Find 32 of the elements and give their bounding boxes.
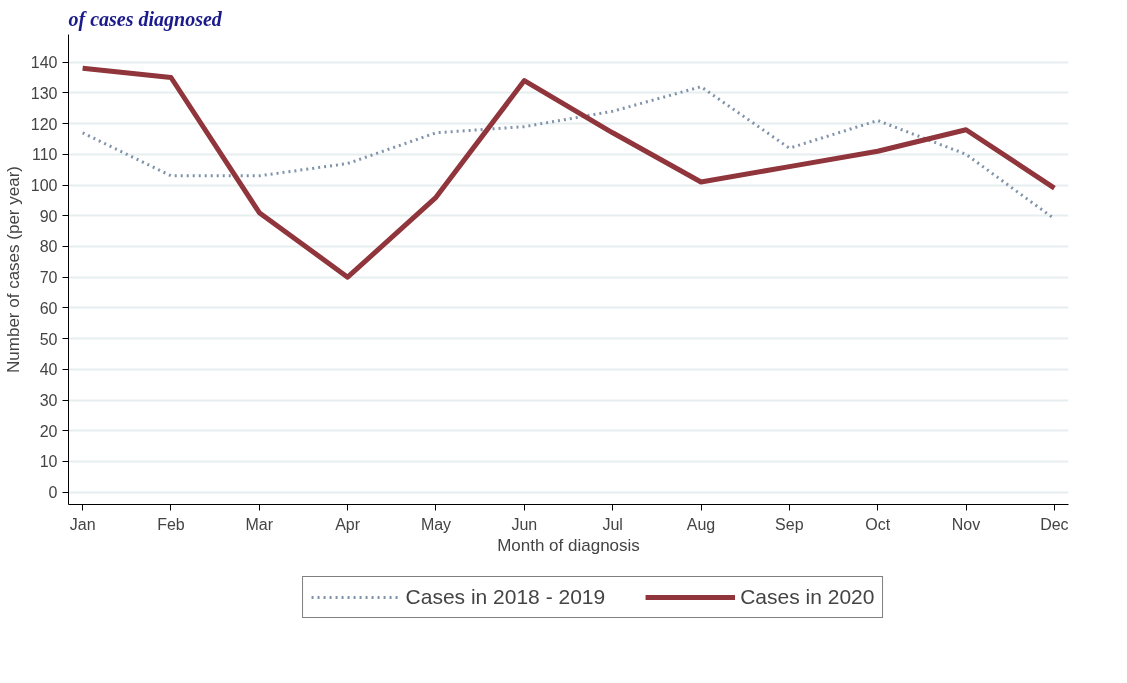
y-tick-label: 60 xyxy=(39,299,58,317)
chart-title: of cases diagnosed xyxy=(68,7,223,31)
y-tick-label: 0 xyxy=(48,484,58,502)
x-tick-label: Apr xyxy=(335,515,361,533)
x-tick-label: Jun xyxy=(511,515,538,533)
y-tick-label: 80 xyxy=(39,238,58,256)
x-tick-label: Nov xyxy=(951,515,981,533)
x-tick-label: Oct xyxy=(865,515,891,533)
x-tick-label: May xyxy=(420,515,452,533)
x-tick-label: Dec xyxy=(1040,515,1069,533)
y-tick-label: 130 xyxy=(30,84,58,102)
x-tick-label: Jul xyxy=(602,515,623,533)
y-tick-label: 110 xyxy=(31,146,58,164)
x-tick-label: Aug xyxy=(686,515,716,533)
legend-label: Cases in 2020 xyxy=(740,585,875,609)
x-tick-label: Mar xyxy=(245,515,274,533)
y-tick-label: 140 xyxy=(30,54,58,72)
x-axis-title: Month of diagnosis xyxy=(497,535,640,555)
y-tick-label: 100 xyxy=(30,177,58,195)
y-tick-label: 40 xyxy=(39,361,58,379)
y-tick-label: 70 xyxy=(39,269,58,287)
legend-label: Cases in 2018 - 2019 xyxy=(405,585,606,609)
y-tick-label: 90 xyxy=(39,207,58,225)
x-tick-label: Jan xyxy=(69,515,96,533)
x-tick-label: Sep xyxy=(775,515,804,533)
y-tick-label: 50 xyxy=(39,330,58,348)
y-axis-title: Number of cases (per year) xyxy=(3,166,23,373)
y-tick-label: 120 xyxy=(30,115,58,133)
y-tick-label: 30 xyxy=(39,392,58,410)
x-tick-label: Feb xyxy=(157,515,185,533)
y-tick-label: 20 xyxy=(39,422,58,440)
y-tick-label: 10 xyxy=(39,453,58,471)
